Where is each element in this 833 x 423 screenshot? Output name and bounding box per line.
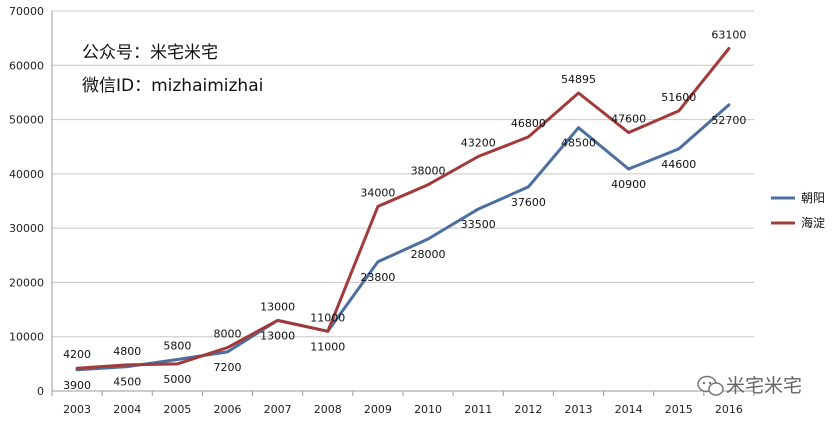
watermark-logo: 米宅米宅 [697, 375, 802, 397]
x-tick-label: 2004 [113, 403, 141, 416]
data-label: 38000 [411, 165, 446, 178]
x-tick-label: 2003 [63, 403, 91, 416]
y-tick-label: 10000 [9, 331, 44, 344]
x-tick-label: 2010 [414, 403, 442, 416]
data-label: 3900 [63, 379, 91, 392]
data-label: 13000 [260, 300, 295, 313]
x-tick-label: 2015 [665, 403, 693, 416]
wechat-icon [697, 375, 724, 396]
data-label: 4800 [113, 345, 141, 358]
x-tick-label: 2016 [715, 403, 743, 416]
data-label: 40900 [611, 178, 646, 191]
y-tick-label: 40000 [9, 168, 44, 181]
data-label: 46800 [511, 117, 546, 130]
data-label: 63100 [711, 28, 746, 41]
data-label: 7200 [214, 361, 242, 374]
x-tick-label: 2011 [464, 403, 492, 416]
data-label: 33500 [461, 218, 496, 231]
x-tick-label: 2006 [214, 403, 242, 416]
y-tick-label: 30000 [9, 222, 44, 235]
data-label: 5000 [163, 373, 191, 386]
data-label: 47600 [611, 113, 646, 126]
data-label: 54895 [561, 73, 596, 86]
watermark-logo-text: 米宅米宅 [726, 375, 802, 397]
axes: 0 10000 20000 30000 40000 50000 60000 70000 2003… [9, 5, 755, 416]
data-label: 13000 [260, 329, 295, 342]
data-label: 11000 [310, 340, 345, 353]
data-label: 23800 [360, 271, 395, 284]
data-label: 11000 [310, 311, 345, 324]
y-tick-label: 50000 [9, 114, 44, 127]
series-line-2 [75, 47, 731, 370]
y-tick-label: 60000 [9, 59, 44, 72]
data-label: 5800 [163, 340, 191, 353]
y-tick-label: 20000 [9, 276, 44, 289]
legend-label: 朝阳 [801, 191, 825, 205]
watermark-account: 公众号：米宅米宅 [82, 43, 218, 63]
series-line-1 [75, 103, 731, 372]
x-tick-label: 2007 [264, 403, 292, 416]
series [75, 47, 731, 372]
data-label: 8000 [214, 328, 242, 341]
x-tick-label: 2009 [364, 403, 392, 416]
data-label: 4500 [113, 376, 141, 389]
gridlines [52, 10, 754, 338]
data-label: 4200 [63, 348, 91, 361]
x-tick-label: 2012 [514, 403, 542, 416]
y-tick-label: 70000 [9, 5, 44, 18]
x-tick-label: 2014 [615, 403, 643, 416]
data-label: 37600 [511, 196, 546, 209]
x-tick-label: 2013 [565, 403, 593, 416]
x-tick-label: 2008 [314, 403, 342, 416]
data-label: 34000 [360, 186, 395, 199]
data-label: 44600 [661, 158, 696, 171]
y-tick-label: 0 [37, 385, 44, 398]
data-label: 51600 [661, 91, 696, 104]
data-label: 48500 [561, 137, 596, 150]
legend-label: 海淀 [801, 215, 825, 230]
data-label: 52700 [711, 114, 746, 127]
watermark-wechat-id: 微信ID：mizhaimizhai [82, 76, 263, 96]
data-label: 43200 [461, 136, 496, 149]
x-tick-label: 2005 [163, 403, 191, 416]
data-labels: 4200 3900 4800 4500 5800 5000 8000 7200 13000 130… [63, 28, 746, 391]
data-label: 28000 [411, 248, 446, 261]
